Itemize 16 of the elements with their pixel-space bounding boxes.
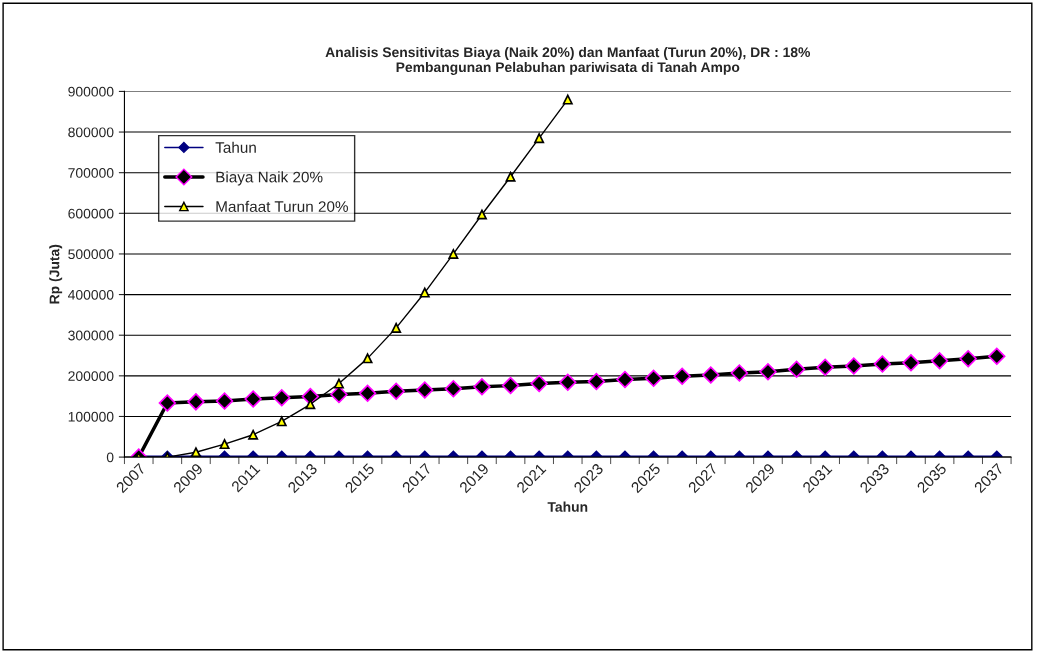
y-tick-label: 800000 bbox=[68, 127, 114, 138]
y-tick-label: 300000 bbox=[68, 330, 114, 341]
legend-label: Biaya Naik 20% bbox=[216, 171, 323, 186]
y-tick-label: 700000 bbox=[68, 168, 114, 178]
y-tick-label: 900000 bbox=[68, 86, 114, 97]
legend-label: Manfaat Turun 20% bbox=[216, 200, 348, 212]
chart-title: Analisis Sensitivitas Biaya (Naik 20%) dan Manfaat (Turun 20%), DR : 18% Pembangunan Pelabuhan pariwisata di Tanah Ampo bbox=[325, 46, 811, 75]
y-tick-label: 400000 bbox=[68, 289, 114, 300]
x-axis-title: Tahun bbox=[547, 501, 588, 512]
legend-label: Tahun bbox=[215, 141, 256, 153]
y-tick-label: 0 bbox=[106, 452, 114, 463]
y-tick-label: 100000 bbox=[68, 411, 114, 422]
y-axis-title: Rp (Juta) bbox=[49, 244, 63, 304]
y-tick-label: 200000 bbox=[68, 371, 114, 382]
y-tick-label: 500000 bbox=[68, 249, 114, 260]
y-tick-label: 600000 bbox=[68, 208, 114, 219]
